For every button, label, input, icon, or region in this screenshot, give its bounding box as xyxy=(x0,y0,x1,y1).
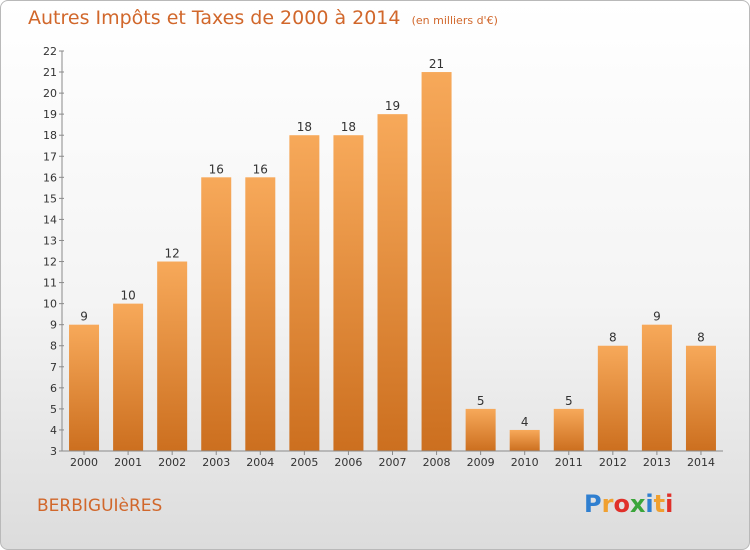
x-tick-label-2000: 2000 xyxy=(70,456,98,469)
x-tick-label-2009: 2009 xyxy=(467,456,495,469)
data-label-2006: 18 xyxy=(341,120,356,134)
data-label-2013: 9 xyxy=(653,310,661,324)
bar-2010 xyxy=(509,429,540,451)
data-label-2003: 16 xyxy=(209,162,224,176)
y-tick-label: 12 xyxy=(43,256,57,269)
data-labels: 9 10 12 16 16 18 18 19 21 5 4 5 8 9 8 xyxy=(80,57,705,429)
bar-2009 xyxy=(465,408,496,451)
y-tick-label: 20 xyxy=(43,87,57,100)
y-tick-label: 8 xyxy=(50,340,57,353)
chart-unit-note: (en milliers d'€) xyxy=(411,14,498,27)
data-label-2008: 21 xyxy=(429,57,444,71)
logo-letter: t xyxy=(653,490,666,518)
y-tick-label: 19 xyxy=(43,108,57,121)
data-label-2005: 18 xyxy=(297,120,312,134)
bar-2011 xyxy=(553,408,584,451)
y-tick-label: 3 xyxy=(50,445,57,458)
x-tick-label-2011: 2011 xyxy=(555,456,583,469)
x-tick-label-2002: 2002 xyxy=(158,456,186,469)
bar-2005 xyxy=(289,135,320,452)
x-tick-label-2014: 2014 xyxy=(687,456,715,469)
data-label-2004: 16 xyxy=(253,162,268,176)
y-tick-label: 14 xyxy=(43,213,57,226)
bar-2002 xyxy=(157,261,188,451)
bar-2007 xyxy=(377,114,408,451)
y-tick-label: 4 xyxy=(50,424,57,437)
x-tick-label-2006: 2006 xyxy=(334,456,362,469)
x-tick-label-2013: 2013 xyxy=(643,456,671,469)
y-tick-label: 7 xyxy=(50,361,57,374)
logo-letter: o xyxy=(613,490,630,518)
x-tick-label-2003: 2003 xyxy=(202,456,230,469)
x-axis: 2000 2001 2002 2003 2004 2005 2006 2007 2008 2009… xyxy=(62,450,723,469)
y-tick-label: 5 xyxy=(50,403,57,416)
data-label-2009: 5 xyxy=(477,394,485,408)
y-tick-label: 15 xyxy=(43,192,57,205)
data-label-2001: 10 xyxy=(120,289,135,303)
bar-2004 xyxy=(245,177,276,451)
data-label-2010: 4 xyxy=(521,415,529,429)
data-label-2000: 9 xyxy=(80,310,88,324)
y-tick-label: 11 xyxy=(43,277,57,290)
x-tick-label-2005: 2005 xyxy=(290,456,318,469)
x-tick-label-2008: 2008 xyxy=(423,456,451,469)
bar-2008 xyxy=(421,72,452,451)
data-label-2002: 12 xyxy=(165,247,180,261)
logo-letter: x xyxy=(629,490,646,518)
y-tick-label: 13 xyxy=(43,234,57,247)
bars xyxy=(69,72,716,452)
bar-2001 xyxy=(113,303,144,451)
chart-title: Autres Impôts et Taxes de 2000 à 2014 (e… xyxy=(28,7,498,29)
bar-2000 xyxy=(69,324,100,451)
bar-2012 xyxy=(597,345,628,451)
x-tick-label-2010: 2010 xyxy=(511,456,539,469)
y-tick-label: 6 xyxy=(50,382,57,395)
bar-2006 xyxy=(333,135,364,452)
y-axis: 3 4 5 6 7 8 9 10 11 12 13 14 15 16 17 18 19 20 21 22 xyxy=(43,45,64,458)
y-tick-label: 21 xyxy=(43,66,57,79)
logo-letter: r xyxy=(601,490,614,518)
data-label-2014: 8 xyxy=(697,331,705,345)
commune-name: BERBIGUIèRES xyxy=(37,496,163,516)
y-tick-label: 22 xyxy=(43,45,57,58)
bar-2003 xyxy=(201,177,232,451)
bar-2014 xyxy=(685,345,716,451)
y-tick-label: 16 xyxy=(43,171,57,184)
x-tick-label-2007: 2007 xyxy=(379,456,407,469)
data-label-2012: 8 xyxy=(609,331,617,345)
chart-title-text: Autres Impôts et Taxes de 2000 à 2014 xyxy=(28,7,401,29)
bar-2013 xyxy=(641,324,672,451)
x-tick-label-2012: 2012 xyxy=(599,456,627,469)
proxiti-logo[interactable]: Proxiti xyxy=(584,490,673,518)
logo-letter: i xyxy=(645,490,654,518)
y-tick-label: 17 xyxy=(43,150,57,163)
y-tick-label: 9 xyxy=(50,319,57,332)
y-tick-label: 18 xyxy=(43,129,57,142)
x-tick-label-2001: 2001 xyxy=(114,456,142,469)
y-tick-label: 10 xyxy=(43,298,57,311)
x-tick-label-2004: 2004 xyxy=(246,456,274,469)
data-label-2007: 19 xyxy=(385,99,400,113)
logo-letter: P xyxy=(584,490,602,518)
data-label-2011: 5 xyxy=(565,394,573,408)
logo-letter: i xyxy=(665,490,674,518)
